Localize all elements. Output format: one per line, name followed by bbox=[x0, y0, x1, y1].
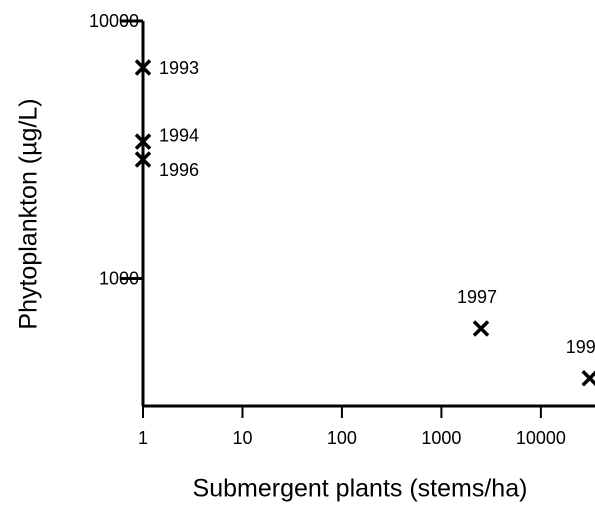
x-tick-label: 100 bbox=[327, 428, 357, 448]
point-label: 1996 bbox=[159, 160, 199, 180]
marker bbox=[134, 133, 152, 150]
x-tick-label: 10000 bbox=[516, 428, 566, 448]
point-label: 1994 bbox=[159, 125, 199, 145]
x-tick-label: 1000 bbox=[421, 428, 461, 448]
x-tick-label: 1 bbox=[138, 428, 148, 448]
point-label: 1997 bbox=[457, 287, 497, 307]
x-tick-label: 10 bbox=[232, 428, 252, 448]
point-label: 1993 bbox=[159, 58, 199, 78]
marker bbox=[581, 370, 595, 387]
point-label: 1998 bbox=[566, 337, 595, 357]
y-tick-label: 10000 bbox=[89, 11, 139, 31]
x-axis-title: Submergent plants (stems/ha) bbox=[193, 475, 528, 503]
y-tick-label: 1000 bbox=[99, 268, 139, 288]
marker bbox=[134, 151, 152, 168]
marker bbox=[134, 59, 152, 76]
marker bbox=[472, 320, 490, 337]
y-axis-title: Phytoplankton (µg/L) bbox=[15, 98, 43, 329]
